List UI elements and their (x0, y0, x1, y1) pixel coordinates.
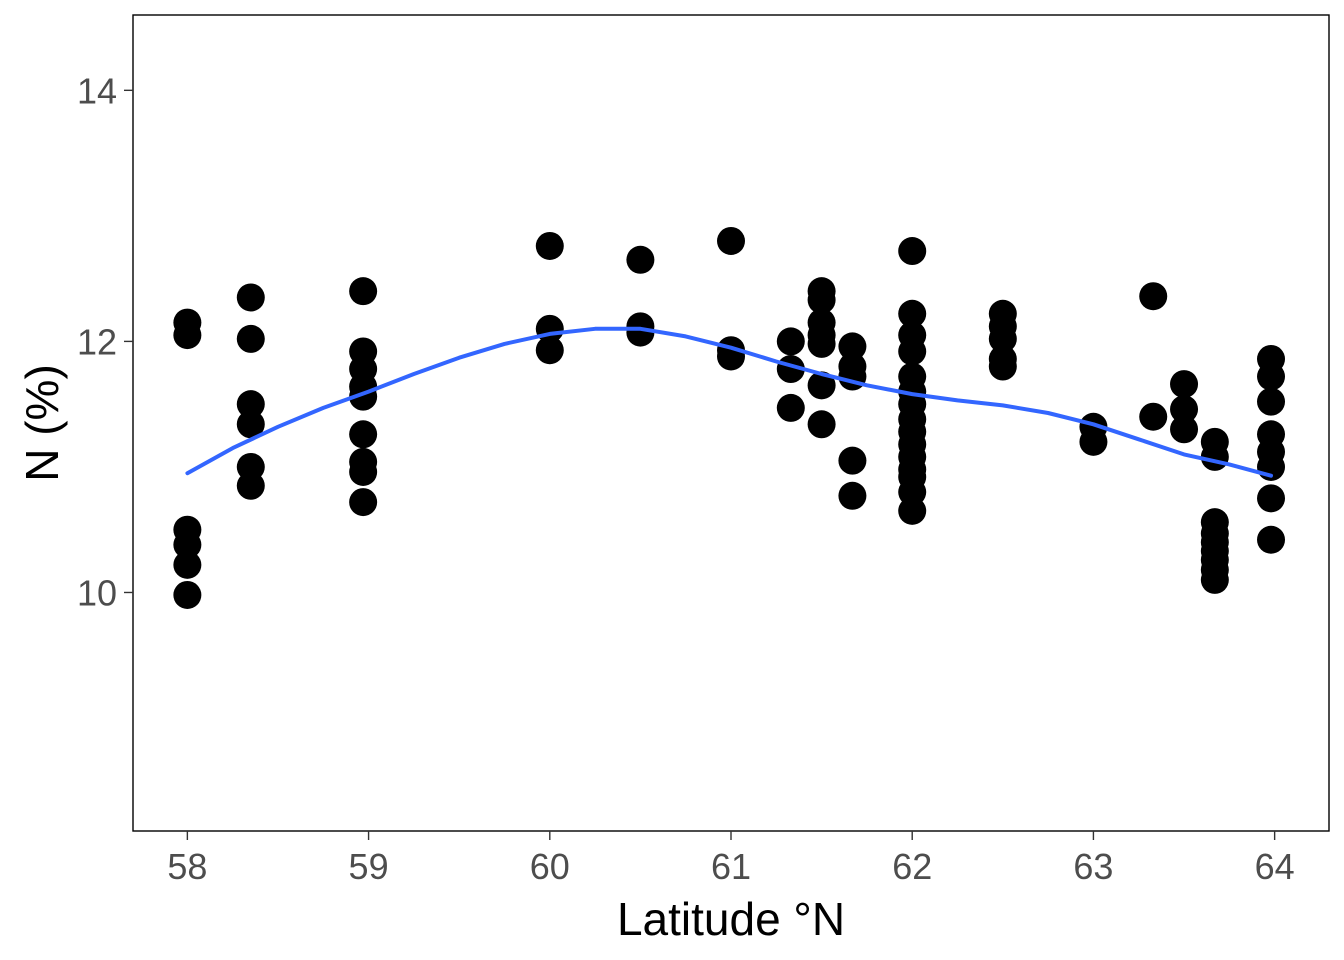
data-point (807, 329, 836, 358)
plot-panel (132, 14, 1330, 832)
data-point (173, 580, 202, 609)
data-point (838, 481, 867, 510)
x-tick-label: 62 (892, 846, 932, 887)
data-point (535, 231, 564, 260)
x-tick-label: 64 (1255, 846, 1295, 887)
data-points (173, 226, 1286, 609)
data-point (988, 352, 1017, 381)
x-tick-label: 61 (711, 846, 751, 887)
data-point (1257, 525, 1286, 554)
data-point (898, 237, 927, 266)
data-point (349, 457, 378, 486)
data-point (349, 277, 378, 306)
data-point (807, 371, 836, 400)
data-point (1170, 415, 1199, 444)
y-axis-title: N (%) (16, 364, 68, 482)
data-point (988, 324, 1017, 353)
x-tick-label: 60 (530, 846, 570, 887)
data-point (236, 324, 265, 353)
data-point (1170, 370, 1199, 399)
data-point (1079, 427, 1108, 456)
data-point (173, 321, 202, 350)
data-point (807, 285, 836, 314)
smooth-curve-layer (185, 326, 1273, 478)
data-point (236, 471, 265, 500)
y-tick-label: 10 (77, 572, 117, 613)
data-point (1139, 402, 1168, 431)
axis-ticks: 58 59 60 61 62 63 64 10 12 14 (77, 70, 1295, 887)
data-point (717, 226, 745, 255)
data-point (898, 299, 927, 328)
data-point (838, 332, 867, 361)
data-point (776, 393, 805, 422)
data-point (1257, 387, 1286, 416)
data-point (1139, 282, 1168, 311)
data-point (236, 283, 265, 312)
data-point (626, 318, 655, 347)
data-point (898, 496, 927, 525)
data-point (349, 488, 378, 517)
data-point (838, 362, 867, 391)
x-tick-label: 63 (1073, 846, 1113, 887)
data-point (838, 446, 867, 475)
y-tick-label: 14 (77, 70, 117, 111)
data-point (807, 410, 836, 439)
data-point (898, 337, 927, 366)
data-point (1257, 362, 1286, 391)
data-point (1200, 565, 1229, 594)
data-point (1200, 442, 1229, 471)
data-point (1257, 484, 1286, 513)
data-point (236, 390, 265, 419)
smooth-trend-line (185, 326, 1273, 478)
data-point (236, 410, 265, 439)
data-point (173, 550, 202, 579)
data-point (776, 327, 805, 356)
x-tick-label: 59 (349, 846, 389, 887)
x-axis-title: Latitude °N (617, 893, 845, 945)
y-tick-label: 12 (77, 321, 117, 362)
data-point (535, 336, 564, 365)
data-point (349, 420, 378, 449)
data-point (626, 245, 655, 274)
x-tick-label: 58 (167, 846, 207, 887)
data-point (1170, 395, 1199, 424)
data-point (173, 530, 202, 559)
